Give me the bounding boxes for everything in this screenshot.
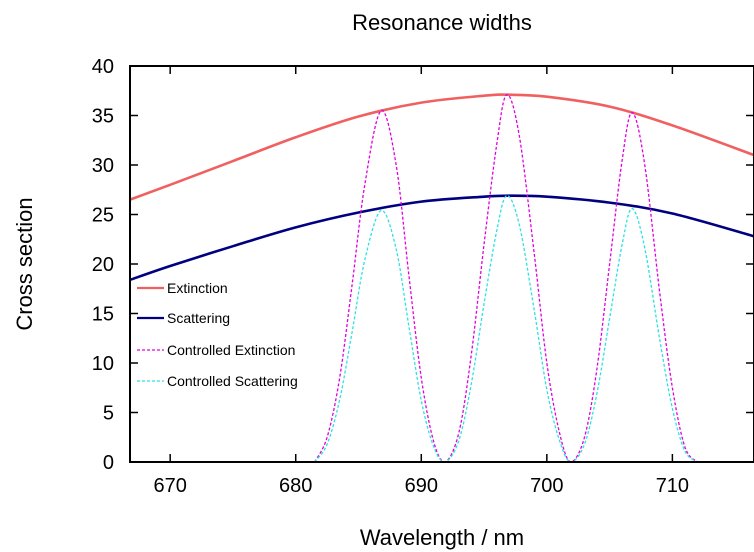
series-line-controlled-scattering bbox=[314, 195, 698, 462]
series-line-extinction bbox=[130, 93, 754, 201]
x-tick-label: 680 bbox=[279, 475, 312, 497]
legend-label-controlled-scattering: Controlled Scattering bbox=[167, 373, 298, 389]
y-tick-label: 0 bbox=[103, 452, 114, 474]
y-axis-title: Cross section bbox=[12, 197, 37, 330]
x-tick-label: 700 bbox=[530, 475, 563, 497]
series-line-controlled-extinction bbox=[313, 94, 698, 462]
y-tick-label: 40 bbox=[92, 56, 114, 78]
y-tick-label: 5 bbox=[103, 403, 114, 425]
x-tick-label: 670 bbox=[153, 475, 186, 497]
y-tick-label: 35 bbox=[92, 106, 114, 128]
legend: Extinction Scattering Controlled Extinctio… bbox=[137, 280, 298, 389]
y-tick-label: 25 bbox=[92, 205, 114, 227]
legend-label-extinction: Extinction bbox=[167, 280, 228, 296]
y-tick-label: 15 bbox=[92, 304, 114, 326]
axis-ticks: 670 680 690 700 710 0 5 10 15 20 25 30 35 40 bbox=[92, 56, 754, 497]
legend-label-scattering: Scattering bbox=[167, 310, 230, 326]
x-tick-label: 710 bbox=[656, 475, 689, 497]
y-tick-label: 10 bbox=[92, 353, 114, 375]
y-tick-label: 30 bbox=[92, 155, 114, 177]
chart-title: Resonance widths bbox=[352, 10, 532, 35]
x-tick-label: 690 bbox=[405, 475, 438, 497]
legend-label-controlled-extinction: Controlled Extinction bbox=[167, 342, 295, 358]
plot-lines bbox=[130, 93, 754, 462]
y-tick-label: 20 bbox=[92, 254, 114, 276]
plot-frame bbox=[129, 65, 754, 463]
series-line-scattering bbox=[130, 194, 754, 282]
x-axis-title: Wavelength / nm bbox=[360, 525, 524, 550]
